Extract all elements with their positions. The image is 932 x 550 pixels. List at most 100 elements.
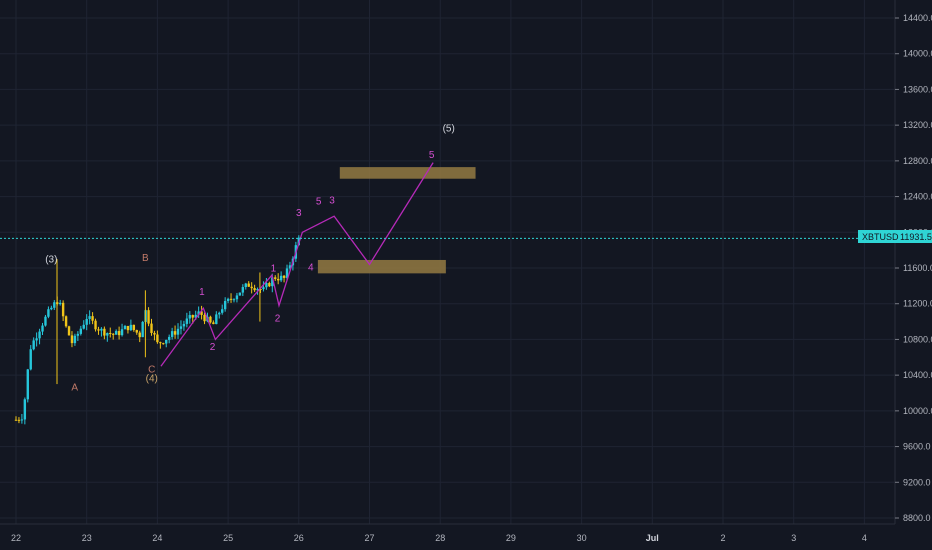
candle-body: [106, 333, 109, 336]
price-tick-label: 13200.0: [903, 120, 932, 130]
candle-body: [73, 335, 77, 344]
price-tick-label: 12800.0: [903, 156, 932, 166]
wave-label: (4): [146, 373, 158, 384]
candle-body: [203, 314, 206, 322]
symbol-price-badge: XBTUSD 11931.5: [858, 230, 932, 243]
candle-body: [132, 324, 136, 331]
price-axis-background: [895, 0, 932, 524]
candle-body: [64, 316, 68, 327]
price-tick-label: 10800.0: [903, 334, 932, 344]
candle-body: [141, 321, 144, 338]
time-tick-label: 30: [577, 533, 587, 543]
candle-body: [288, 265, 292, 269]
candle-body: [262, 287, 265, 290]
candle-body: [209, 316, 212, 323]
candle-body: [185, 318, 189, 324]
time-tick-label: 28: [435, 533, 445, 543]
candle-body: [256, 288, 259, 291]
candle-body: [109, 333, 112, 335]
candle-body: [17, 419, 21, 421]
elliott-wave-lines: [160, 162, 434, 367]
symbol-label: XBTUSD: [862, 232, 899, 242]
price-tick-label: 11200.0: [903, 299, 932, 309]
last-price-label: 11931.5: [900, 232, 932, 242]
candle-body: [197, 311, 200, 315]
time-tick-label: 29: [506, 533, 516, 543]
candle-body: [91, 316, 94, 321]
wave-label: 3: [329, 196, 335, 207]
wave-label: 5: [316, 197, 322, 208]
price-tick-label: 8800.0: [903, 513, 931, 523]
time-axis-background: [0, 524, 932, 550]
candle-body: [159, 342, 162, 344]
candle-body: [167, 336, 171, 340]
wave-label: 5: [429, 150, 435, 161]
candlestick-series: [14, 235, 300, 425]
candle-body: [29, 349, 32, 370]
candle-body: [232, 299, 236, 301]
candle-body: [79, 328, 83, 334]
time-tick-label: 25: [223, 533, 233, 543]
candle-body: [129, 324, 133, 331]
candle-body: [191, 315, 194, 318]
candle-body: [200, 311, 203, 315]
candle-body: [32, 340, 35, 350]
time-tick-label: 24: [152, 533, 162, 543]
price-tick-label: 14400.0: [903, 13, 932, 23]
candle-body: [229, 298, 233, 300]
candle-body: [285, 268, 289, 278]
wave-label: B: [142, 253, 149, 264]
candle-body: [35, 338, 38, 341]
candle-body: [253, 288, 256, 291]
candle-body: [47, 309, 50, 317]
candle-body: [67, 326, 71, 336]
wave-label: A: [71, 382, 78, 393]
candle-body: [221, 309, 224, 313]
candle-body: [114, 331, 118, 335]
price-tick-label: 13600.0: [903, 84, 932, 94]
candle-body: [58, 302, 62, 305]
candle-body: [182, 323, 186, 327]
target-zones: [317, 167, 476, 274]
candle-body: [26, 369, 29, 400]
wave-label: 4: [308, 263, 314, 274]
candle-body: [123, 325, 127, 330]
candle-body: [218, 312, 221, 315]
candle-body: [150, 323, 153, 333]
candle-body: [188, 315, 192, 319]
time-tick-label: 2: [720, 533, 725, 543]
time-tick-label: 4: [862, 533, 867, 543]
candle-body: [176, 328, 180, 335]
candle-body: [194, 314, 197, 318]
candle-body: [20, 419, 24, 421]
candle-body: [23, 399, 27, 420]
time-axis[interactable]: 22 23 24 25 26 27 28 29 30 Jul 2 3 4: [11, 533, 867, 543]
candle-body: [147, 310, 150, 324]
candle-body: [265, 283, 268, 288]
candle-body: [135, 330, 138, 333]
candle-body: [250, 286, 253, 289]
wave-label: 3: [296, 208, 302, 219]
candle-body: [103, 328, 106, 336]
candle-body: [173, 331, 177, 335]
wave-label: C: [148, 364, 155, 375]
wave-label: (3): [45, 255, 57, 266]
candle-body: [238, 292, 242, 296]
candle-body: [271, 277, 274, 287]
candle-body: [212, 322, 215, 325]
candle-body: [138, 332, 141, 338]
candle-body: [247, 283, 250, 287]
wave-label: 2: [210, 342, 216, 353]
candle-body: [165, 339, 168, 344]
time-tick-label: 3: [791, 533, 796, 543]
price-tick-label: 9600.0: [903, 442, 931, 452]
candle-body: [41, 325, 44, 332]
candle-body: [282, 275, 286, 278]
candle-body: [76, 333, 80, 336]
price-tick-label: 11600.0: [903, 263, 932, 273]
candle-body: [117, 331, 121, 336]
candle-body: [268, 283, 271, 287]
wave-label: 1: [199, 287, 205, 298]
